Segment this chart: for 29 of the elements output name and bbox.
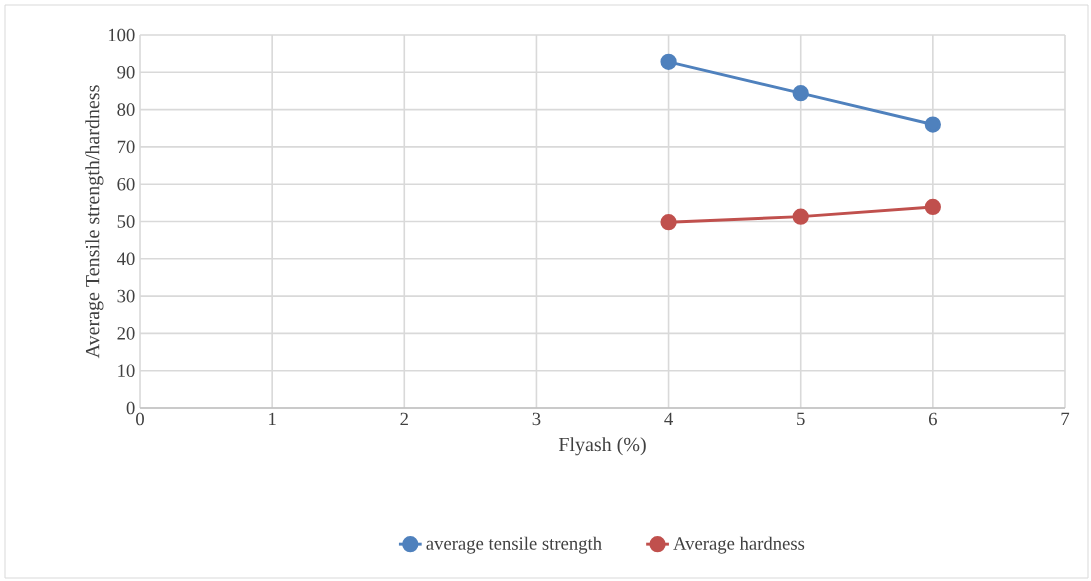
y-tick-label: 50 [117,215,135,228]
x-tick-label: 2 [400,412,408,426]
y-tick-label: 0 [126,401,135,415]
x-tick-label: 6 [928,412,937,426]
x-axis-title: Flyash (%) [558,437,646,456]
y-tick-label: 30 [117,289,135,303]
y-axis-title: Average Tensile strength/hardness [85,85,104,359]
point [660,214,677,231]
point [660,53,677,70]
legend-label: Average hardness [673,536,805,554]
y-tick-label: 40 [116,252,135,266]
y-tick-label: 60 [117,177,135,191]
y-tick-label: 90 [117,65,135,79]
y-tick-label: 70 [117,140,135,154]
point [792,208,809,225]
y-tick-label: 10 [118,364,135,377]
x-tick-label: 4 [664,412,673,425]
x-tick-label: 1 [269,412,276,426]
y-tick-label: 100 [108,28,135,42]
x-tick-label: 7 [1061,412,1070,425]
point [924,116,941,133]
y-tick-label: 80 [117,103,135,116]
x-tick-label: 5 [797,412,805,426]
x-tick-label: 0 [136,412,144,426]
point [792,85,809,102]
point [924,198,941,216]
x-tick-label: 3 [532,412,541,426]
legend-label: average tensile strength [426,536,602,554]
y-tick-label: 20 [117,327,135,340]
